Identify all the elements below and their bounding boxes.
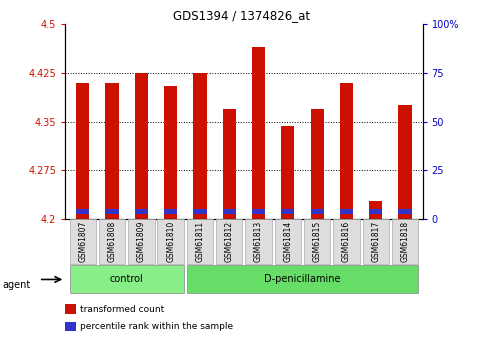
Bar	[340, 82, 353, 219]
Bar	[135, 73, 148, 219]
Text: GSM61809: GSM61809	[137, 220, 146, 262]
Bar	[398, 209, 412, 214]
Bar	[252, 47, 265, 219]
Text: D-penicillamine: D-penicillamine	[264, 274, 341, 284]
Text: control: control	[110, 274, 143, 284]
Text: GSM61808: GSM61808	[108, 220, 116, 262]
FancyBboxPatch shape	[392, 219, 418, 264]
Text: GSM61813: GSM61813	[254, 220, 263, 262]
Bar	[369, 201, 383, 219]
FancyBboxPatch shape	[245, 219, 272, 264]
Bar	[105, 82, 119, 219]
Bar	[76, 209, 89, 214]
FancyBboxPatch shape	[187, 266, 418, 293]
Bar	[135, 209, 148, 214]
Text: GDS1394 / 1374826_at: GDS1394 / 1374826_at	[173, 9, 310, 22]
Text: percentile rank within the sample: percentile rank within the sample	[80, 322, 233, 331]
Text: transformed count: transformed count	[80, 305, 164, 314]
Bar	[193, 73, 207, 219]
Text: GSM61814: GSM61814	[284, 220, 292, 262]
Bar	[164, 209, 177, 214]
FancyBboxPatch shape	[70, 266, 184, 293]
FancyBboxPatch shape	[128, 219, 155, 264]
Text: GSM61812: GSM61812	[225, 220, 234, 262]
FancyBboxPatch shape	[216, 219, 242, 264]
Bar	[281, 126, 295, 219]
Text: GSM61816: GSM61816	[342, 220, 351, 262]
FancyBboxPatch shape	[304, 219, 330, 264]
FancyBboxPatch shape	[99, 219, 125, 264]
Bar	[76, 82, 89, 219]
Bar	[223, 109, 236, 219]
Text: GSM61807: GSM61807	[78, 220, 87, 262]
Bar	[105, 209, 119, 214]
FancyBboxPatch shape	[70, 219, 96, 264]
Bar	[193, 209, 207, 214]
Bar	[281, 209, 295, 214]
FancyBboxPatch shape	[157, 219, 184, 264]
Bar	[398, 105, 412, 219]
Bar	[311, 209, 324, 214]
Text: agent: agent	[2, 280, 30, 289]
FancyBboxPatch shape	[187, 219, 213, 264]
Text: GSM61810: GSM61810	[166, 220, 175, 262]
Text: GSM61811: GSM61811	[196, 220, 204, 262]
Text: GSM61818: GSM61818	[400, 220, 410, 262]
FancyBboxPatch shape	[363, 219, 389, 264]
Bar	[311, 109, 324, 219]
Bar	[252, 209, 265, 214]
FancyBboxPatch shape	[275, 219, 301, 264]
Text: GSM61817: GSM61817	[371, 220, 380, 262]
Text: GSM61815: GSM61815	[313, 220, 322, 262]
FancyBboxPatch shape	[333, 219, 360, 264]
Bar	[369, 209, 383, 214]
Bar	[340, 209, 353, 214]
Bar	[164, 86, 177, 219]
Bar	[223, 209, 236, 214]
